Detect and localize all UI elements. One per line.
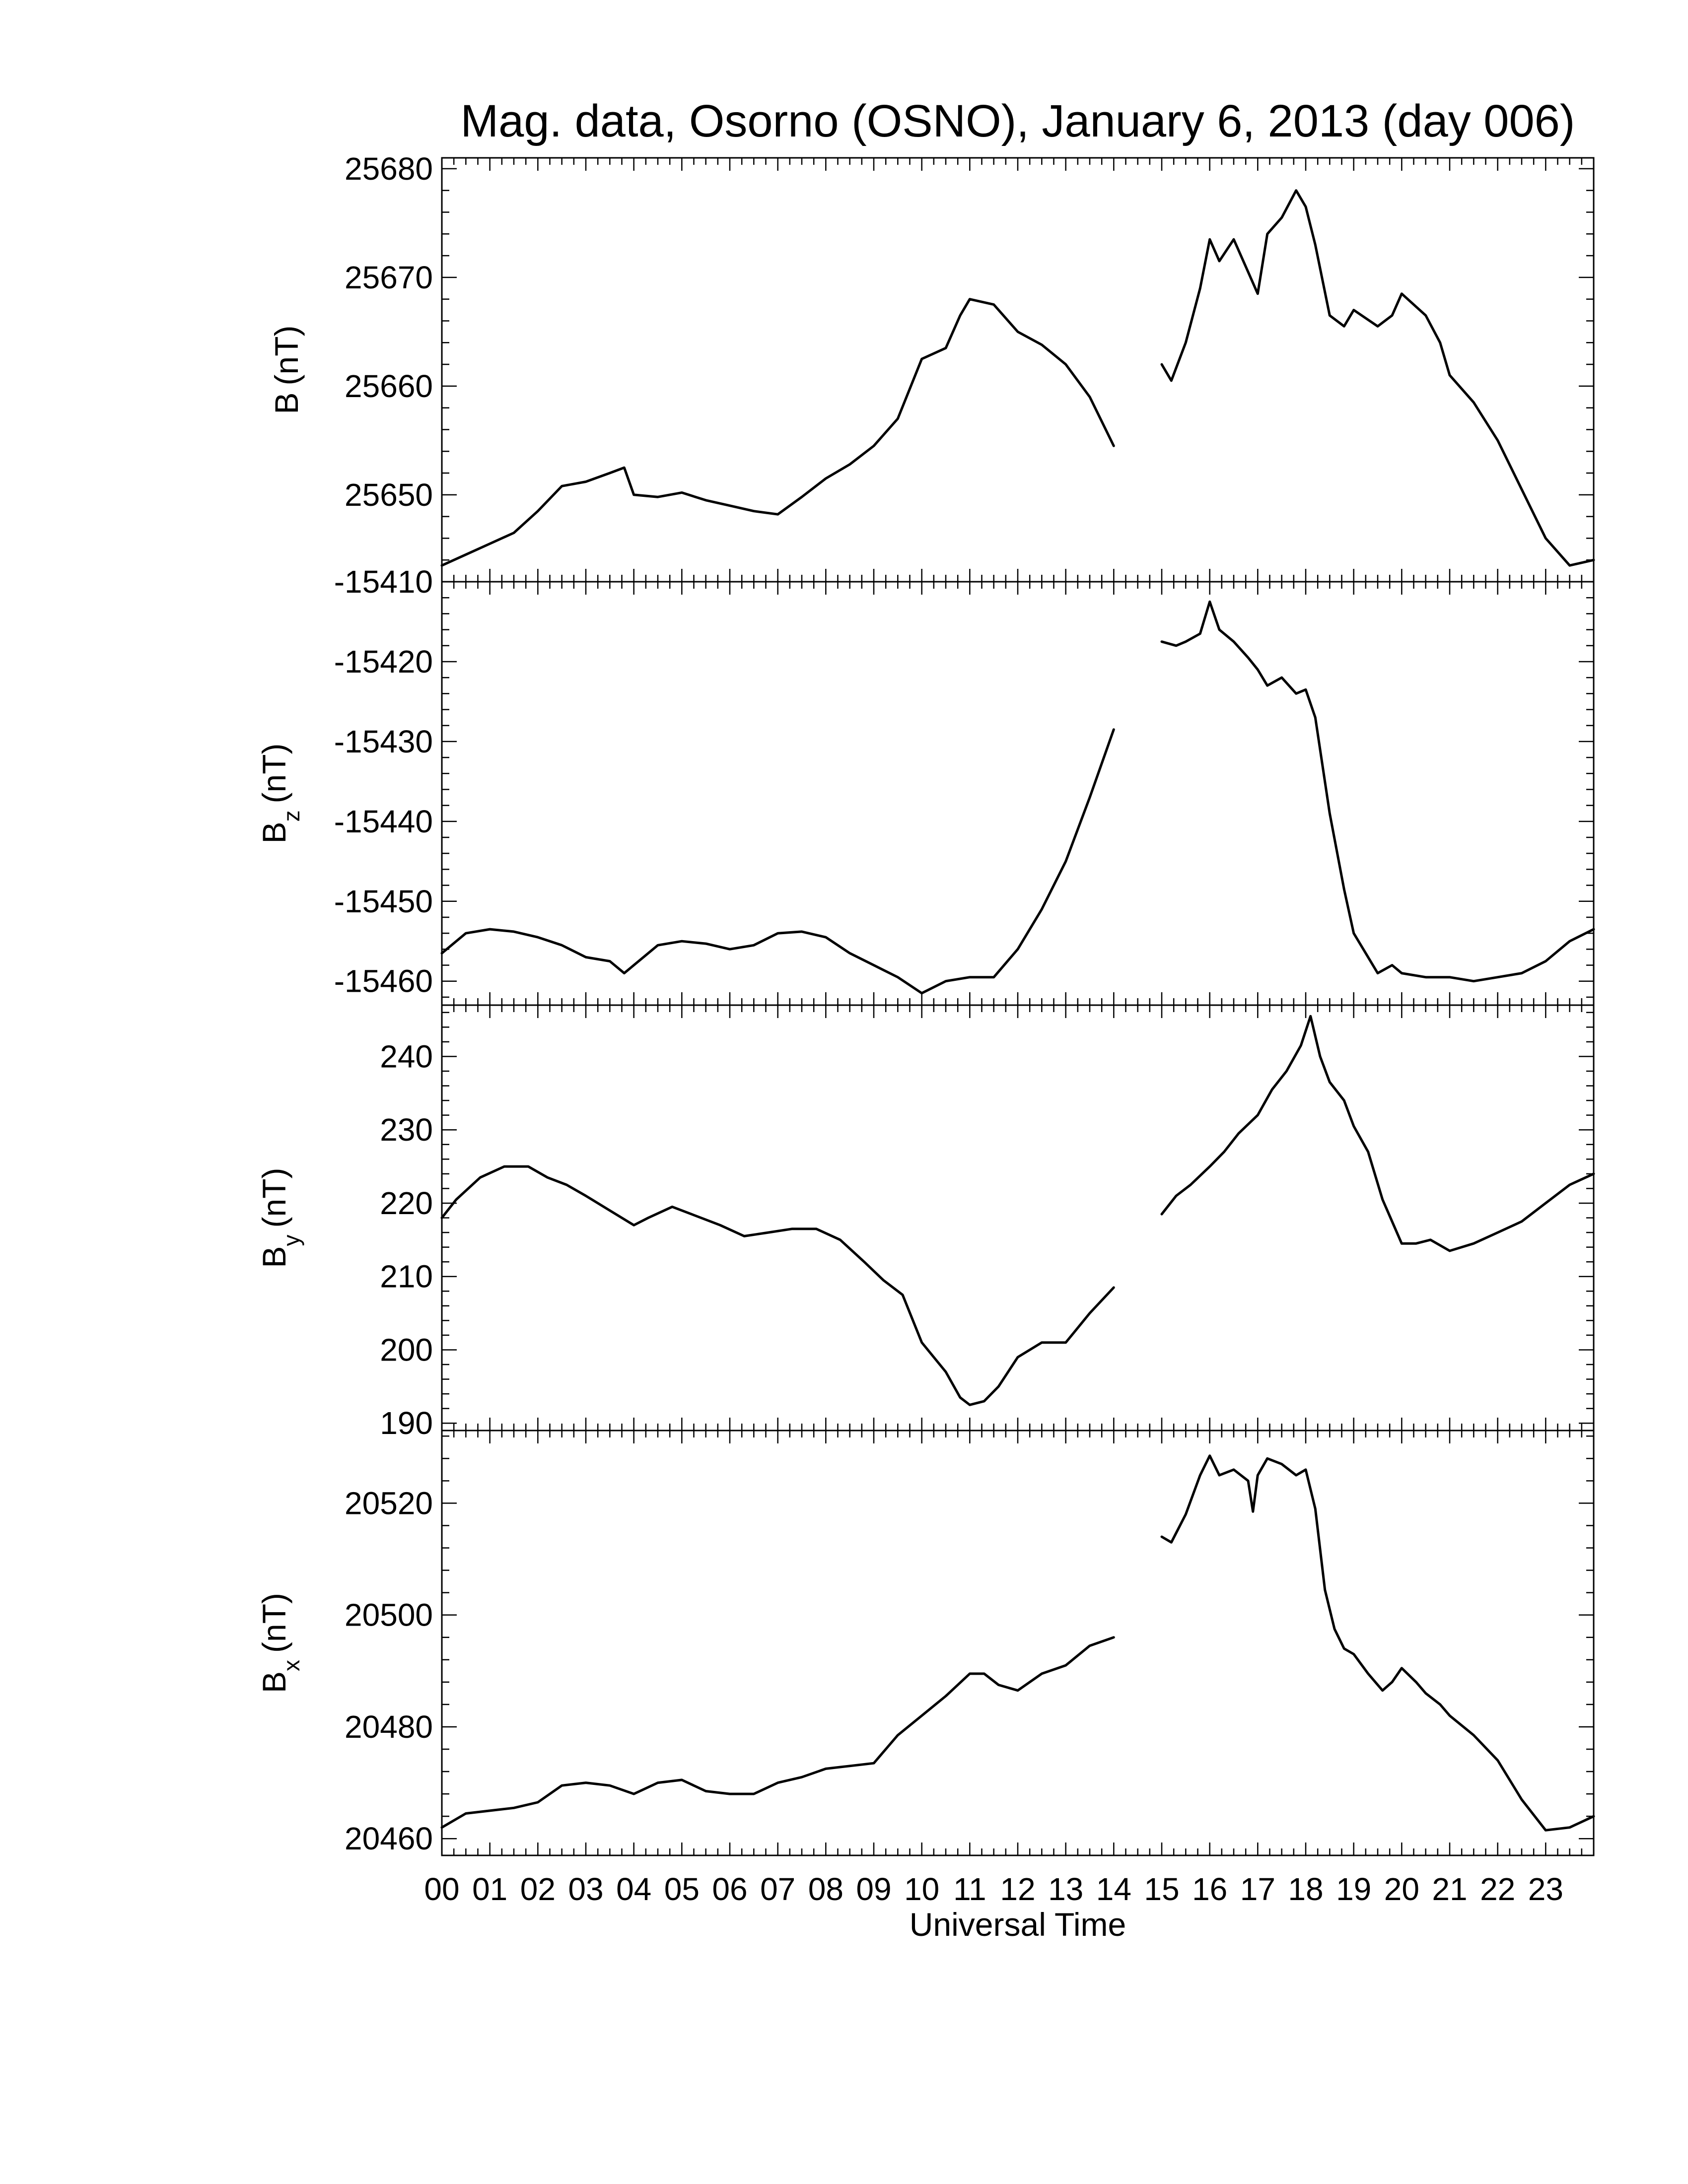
x-tick-label: 11: [953, 1871, 986, 1907]
y-tick-label-Bx: 20520: [345, 1485, 433, 1521]
y-tick-label-Bz: -15450: [334, 884, 433, 919]
y-axis-title-Bx: Bx (nT): [256, 1593, 304, 1693]
series-line-By-segment-1: [440, 1165, 1115, 1406]
y-tick-label-B: 25660: [345, 368, 433, 404]
x-tick-label: 06: [712, 1871, 747, 1907]
y-tick-label-Bz: -15410: [334, 564, 433, 600]
y-axis-title-By: By (nT): [256, 1167, 304, 1268]
y-axis-title-B: B (nT): [268, 325, 305, 414]
panel-By: 190 200 210 220 230 240 By (nT): [256, 1004, 1595, 1441]
series-line-Bx-segment-1: [440, 1636, 1115, 1829]
x-tick-label: 12: [1000, 1871, 1035, 1907]
y-tick-label-Bz: -15420: [334, 644, 433, 680]
x-tick-label: 05: [664, 1871, 700, 1907]
panel-frame-By: [441, 1004, 1595, 1432]
y-tick-label-By: 230: [380, 1112, 433, 1148]
series-line-Bx-segment-2: [1160, 1454, 1595, 1832]
x-tick-label: 21: [1432, 1871, 1467, 1907]
series-line-Bz-segment-2: [1160, 600, 1595, 983]
y-tick-label-Bx: 20500: [345, 1597, 433, 1633]
panel-frame-Bz: [441, 581, 1595, 1006]
y-axis-title-subscript: y: [279, 1234, 304, 1246]
series-line-B-segment-2: [1160, 189, 1595, 567]
x-tick-label: 02: [520, 1871, 556, 1907]
chart-title: Mag. data, Osorno (OSNO), January 6, 201…: [461, 96, 1575, 146]
x-tick-label: 18: [1288, 1871, 1323, 1907]
y-axis-title-unit: (nT): [256, 1593, 292, 1653]
y-tick-label-By: 240: [380, 1038, 433, 1074]
y-tick-label-Bz: -15440: [334, 804, 433, 839]
x-tick-label: 07: [760, 1871, 795, 1907]
x-tick-label: 08: [808, 1871, 844, 1907]
y-tick-label-B: 25650: [345, 477, 433, 513]
x-tick-label: 16: [1192, 1871, 1227, 1907]
y-axis-title-symbol: B: [268, 392, 305, 414]
series-line-Bz-segment-1: [440, 728, 1115, 995]
x-tick-label: 14: [1096, 1871, 1131, 1907]
y-tick-label-By: 200: [380, 1332, 433, 1367]
y-tick-label-B: 25670: [345, 260, 433, 295]
panel-frame-Bx: [441, 1430, 1595, 1856]
y-axis-title-symbol: B: [256, 1671, 292, 1693]
x-tick-label: 20: [1384, 1871, 1419, 1907]
y-axis-title-unit: (nT): [268, 325, 305, 385]
x-tick-label: 10: [904, 1871, 939, 1907]
x-tick-label: 04: [616, 1871, 651, 1907]
y-tick-label-Bx: 20460: [345, 1821, 433, 1856]
x-axis: 00 01 02 03 04 05 06 07 08 09 10 11 12 13 14 15 16 17 18 19…: [424, 1871, 1563, 1907]
y-axis-title-subscript: z: [279, 810, 304, 821]
x-tick-label: 17: [1240, 1871, 1275, 1907]
y-tick-label-By: 210: [380, 1259, 433, 1295]
series-line-B-segment-1: [440, 298, 1115, 567]
y-tick-label-Bx: 20480: [345, 1709, 433, 1745]
panel-frame-B: [441, 157, 1595, 583]
y-tick-label-B: 25680: [345, 151, 433, 187]
y-axis-title-symbol: B: [256, 1246, 292, 1268]
y-tick-label-By: 220: [380, 1185, 433, 1221]
y-tick-label-Bz: -15460: [334, 963, 433, 999]
panel-Bx: 20460 20480 20500 20520 Bx (nT): [256, 1430, 1595, 1856]
x-tick-label: 01: [472, 1871, 507, 1907]
y-axis-title-symbol: B: [256, 821, 292, 843]
panel-B: 25650 25660 25670 25680 B (nT): [268, 151, 1595, 583]
y-axis-title-unit: (nT): [256, 1167, 292, 1228]
panels-layer: 25650256602567025680B(nT)-15460-15450-15…: [256, 151, 1595, 1856]
panel-Bz: -15460 -15450 -15440 -15430 -15420 -15410 Bz (n…: [256, 564, 1595, 1006]
y-axis-title-subscript: x: [279, 1660, 304, 1671]
x-tick-label: 00: [424, 1871, 459, 1907]
x-axis-title: Universal Time: [910, 1906, 1126, 1943]
x-tick-label: 22: [1480, 1871, 1515, 1907]
x-tick-label: 19: [1336, 1871, 1371, 1907]
x-tick-label: 15: [1144, 1871, 1179, 1907]
y-tick-label-By: 190: [380, 1405, 433, 1441]
y-axis-title-unit: (nT): [256, 743, 292, 803]
x-tick-label: 13: [1048, 1871, 1083, 1907]
x-tick-label: 23: [1528, 1871, 1563, 1907]
series-line-By-segment-2: [1160, 1015, 1595, 1252]
x-tick-label: 09: [856, 1871, 891, 1907]
y-axis-title-Bz: Bz (nT): [256, 743, 304, 843]
x-tick-label: 03: [568, 1871, 603, 1907]
y-tick-label-Bz: -15430: [334, 724, 433, 759]
